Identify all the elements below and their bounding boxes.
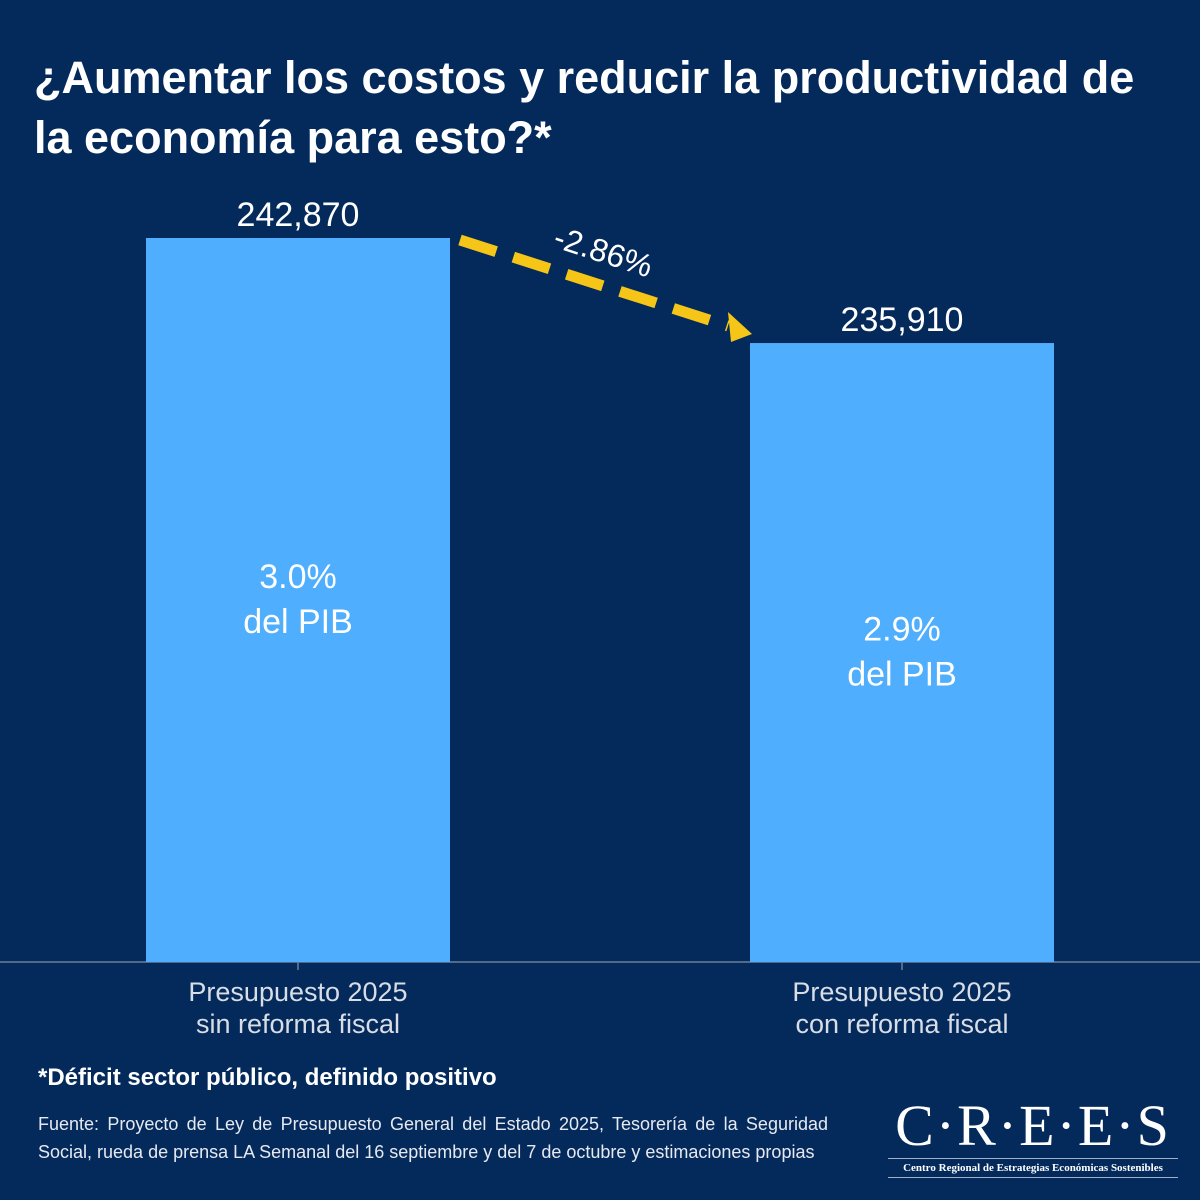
change-arrow <box>458 234 730 332</box>
source-text: Fuente: Proyecto de Ley de Presupuesto G… <box>38 1114 828 1162</box>
value-label-0: 242,870 <box>237 196 360 234</box>
change-annotation: -2.86% <box>550 219 658 285</box>
logo-wordmark: C·R·E·E·S <box>895 1093 1171 1158</box>
category-label-1: Presupuesto 2025 con reforma fiscal <box>792 977 1012 1039</box>
inner-label-0-1: del PIB <box>243 603 353 641</box>
bar-1 <box>750 343 1054 962</box>
inner-label-1-0: 2.9% <box>863 611 941 649</box>
logo-subtitle: Centro Regional de Estrategias Económica… <box>888 1158 1178 1178</box>
page-title: ¿Aumentar los costos y reducir la produc… <box>34 52 1135 163</box>
inner-label-1-1: del PIB <box>847 656 957 694</box>
value-label-1: 235,910 <box>841 301 964 339</box>
category-label-0: Presupuesto 2025 sin reforma fiscal <box>188 977 408 1039</box>
bar-0 <box>146 238 450 962</box>
crees-logo: C·R·E·E·S Centro Regional de Estrategias… <box>888 1096 1178 1178</box>
arrow-head-icon <box>728 312 752 342</box>
footnote: *Déficit sector público, definido positi… <box>38 1064 497 1091</box>
inner-label-0-0: 3.0% <box>259 558 337 596</box>
